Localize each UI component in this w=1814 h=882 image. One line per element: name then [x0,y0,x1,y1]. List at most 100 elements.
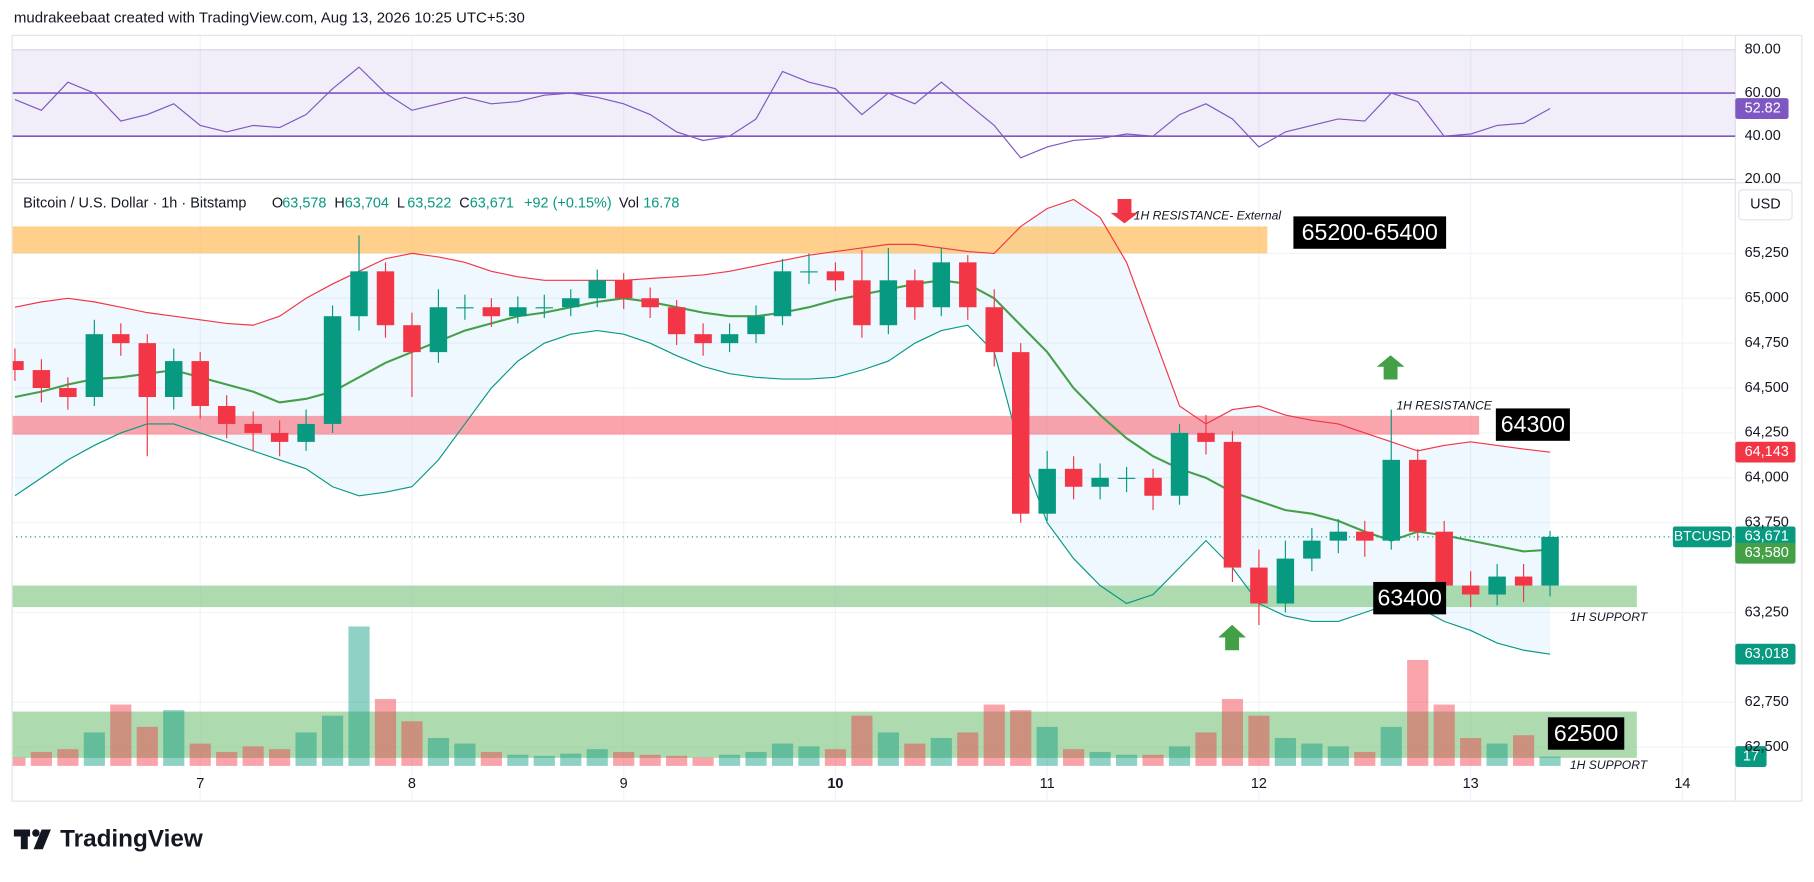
candle-body [217,405,236,424]
volume-bar [1274,738,1296,766]
candle-body [429,307,448,353]
candle-body [297,423,315,442]
legend-change: +92 (+0.15%) [524,195,612,211]
legend-key: O [272,195,283,211]
candle-body [112,334,130,344]
x-tick-label: 12 [1251,776,1267,792]
candle-body [800,271,818,273]
volume-bar [1142,754,1164,766]
legend-key: H [334,195,344,211]
volume-bar [930,738,952,766]
candle-body [1514,576,1533,586]
candle-body [12,361,24,371]
volume-tag [1735,746,1767,767]
label-text: 65200-65400 [1302,219,1438,245]
brand-name: TradingView [60,825,203,852]
candle-body [773,271,792,317]
legend-value: 63,578 [282,195,326,211]
price-tag-label: 63,671 [1745,529,1789,545]
candle-body [270,432,289,442]
candle-body [1488,576,1506,595]
volume-bar [163,710,185,766]
legend-value: 63,522 [407,195,451,211]
volume-bar [1301,743,1323,766]
x-tick-label: 9 [620,776,628,792]
volume-bar [1486,743,1508,766]
x-tick-label: 10 [827,776,843,792]
candle-body [1197,432,1215,442]
volume-bar [1063,749,1085,766]
note: 1H SUPPORT [1570,758,1649,772]
label-box [1293,216,1447,249]
zone [12,585,1637,608]
volume-bar [110,704,132,766]
y-tick-label: 65,000 [1745,290,1789,306]
candle-body [906,280,924,308]
volume-bar [1010,710,1032,766]
volume-bar [1089,751,1111,766]
band-lower [14,324,1551,655]
rsi-tag-label: 52.82 [1745,100,1781,116]
candle-body [191,361,209,406]
candle-body [85,334,104,398]
volume-bar [1539,756,1561,766]
candle-body [509,307,527,317]
candle-body [138,343,157,398]
volume-bar [1115,754,1138,766]
price-tag-label: 63,018 [1745,646,1789,662]
volume-bar [1248,715,1270,766]
volume-bar [321,715,344,766]
x-tick-label: 7 [196,776,204,792]
zone [12,711,1637,758]
candle-body [614,280,633,299]
candle-body [1064,468,1083,487]
volume-bar [454,743,476,766]
candle-body [932,262,951,308]
rsi-tag [1735,98,1789,119]
currency-box[interactable] [1738,189,1793,221]
band-fill [14,199,1551,655]
candle-body [456,307,474,309]
volume-bar [136,726,158,766]
candle-body [1303,540,1321,559]
rsi-tick-label: 20.00 [1745,171,1781,187]
label-box [1373,581,1447,615]
logo-part [33,829,51,850]
rsi-axis: 80.00 60.00 40.00 20.00 [1745,42,1781,188]
volume-bar [533,755,555,766]
candle-body [1329,531,1348,541]
volume-bar [666,755,688,766]
legend-key: C [459,195,469,211]
y-tick-label: 64,750 [1745,335,1789,351]
volume-bar [507,754,529,766]
candle-body [244,423,262,433]
volume-bar [957,732,979,766]
symbol: Bitcoin / U.S. Dollar · 1h · Bitstamp [23,195,246,211]
legend-key: L [397,195,405,211]
legend-value: 63,671 [470,195,514,211]
candle-body [59,388,77,398]
volume-bar [613,751,635,766]
price-tags: 52.8264,14363,67104:53BTCUSD63,58063,018… [1672,98,1796,767]
candle-body [535,307,554,309]
rsi-tick-label: 80.00 [1745,42,1781,58]
y-tick-label: 63,250 [1745,604,1789,620]
volume-bar [30,751,52,766]
volume-bar [1036,726,1058,766]
zone [12,415,1480,435]
volume-bar [586,749,608,766]
volume-bar [427,738,450,766]
y-tick-label: 63,750 [1745,515,1789,531]
candle-body [32,370,51,389]
volume-bar [57,749,79,766]
volume-bar [1168,746,1191,766]
candle-body [482,307,501,317]
note: 1H RESISTANCE [1396,398,1492,412]
volume-bar [242,746,264,766]
currency[interactable]: USD [1750,197,1781,213]
y-tick-label: 62,750 [1745,694,1789,710]
rsi-tick-label: 40.00 [1745,128,1781,144]
rsi-line [14,66,1551,159]
volume-bar [1327,746,1349,766]
